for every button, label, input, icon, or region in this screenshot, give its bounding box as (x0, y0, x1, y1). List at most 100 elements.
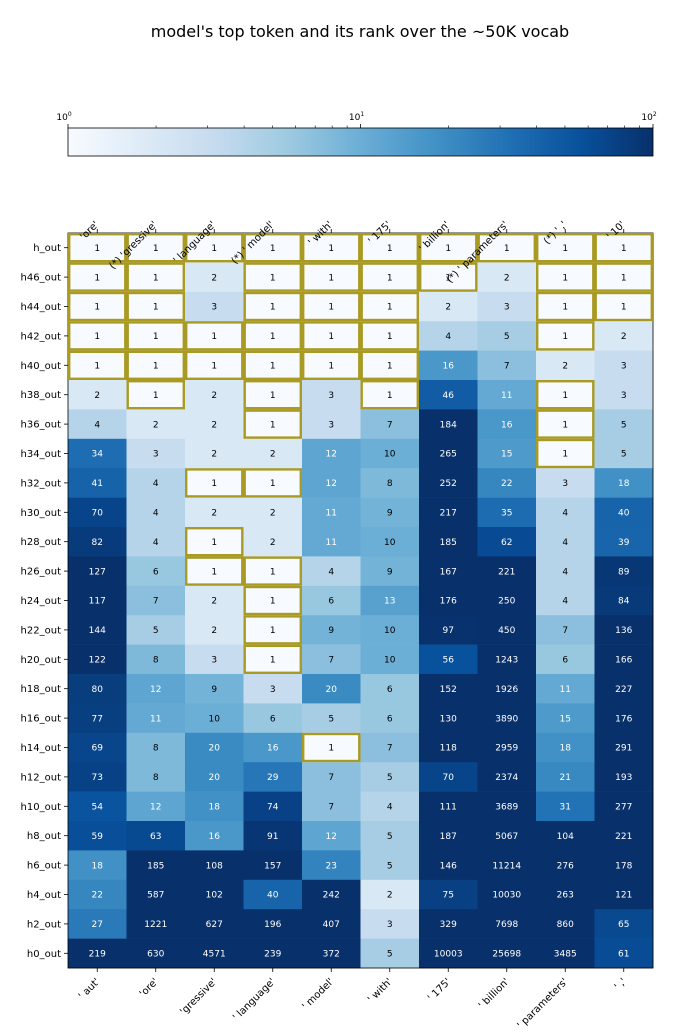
heatmap-cell (594, 762, 654, 792)
heatmap-cell (360, 262, 420, 293)
cell-value-label: 242 (323, 891, 340, 901)
heatmap-cell (477, 938, 537, 969)
heatmap-cell (594, 291, 654, 322)
cell-value-label: 7 (504, 362, 510, 372)
heatmap-cell (302, 850, 361, 881)
heatmap-cell (360, 791, 420, 822)
cell-value-label: 1 (387, 244, 393, 254)
cell-value-label: 7 (328, 656, 334, 666)
cell-value-label: 27 (92, 920, 103, 930)
cell-value-label: 122 (89, 656, 106, 666)
heatmap-cell (360, 850, 420, 881)
cell-value-label: 1 (621, 273, 627, 283)
heatmap-cell (536, 585, 595, 616)
heatmap-cell (243, 350, 303, 381)
cell-value-label: 9 (387, 509, 393, 519)
cell-value-label: 1 (270, 303, 276, 313)
highlight-box (243, 615, 302, 645)
heatmap-cell (536, 350, 595, 381)
cell-value-label: 80 (92, 685, 104, 695)
cell-value-label: 5 (621, 420, 627, 430)
heatmap-cell (360, 291, 420, 322)
heatmap-cell (594, 850, 654, 881)
heatmap-cell (477, 615, 537, 645)
cell-value-label: 5 (328, 714, 334, 724)
heatmap-cell (126, 938, 186, 969)
cell-value-label: 329 (440, 920, 457, 930)
row-label: h40_out (21, 361, 62, 372)
cell-value-label: 239 (264, 950, 281, 960)
cell-value-label: 193 (615, 773, 632, 783)
cell-value-label: 184 (440, 420, 457, 430)
heatmap-cell (185, 468, 244, 498)
cell-value-label: 11 (326, 538, 337, 548)
heatmap-cell (302, 615, 361, 645)
row-label: h6_out (27, 861, 61, 872)
heatmap-cell (536, 821, 595, 851)
heatmap-cell (185, 556, 244, 587)
heatmap-cell (536, 321, 595, 351)
cell-value-label: 2 (445, 303, 451, 313)
cell-value-label: 5 (387, 773, 393, 783)
heatmap-cell (126, 291, 186, 322)
cell-value-label: 1 (153, 391, 159, 401)
highlight-box (302, 291, 361, 322)
cell-value-label: 9 (328, 626, 334, 636)
cell-value-label: 3 (621, 362, 627, 372)
cell-value-label: 18 (618, 479, 630, 489)
heatmap-cell (302, 938, 361, 969)
cell-value-label: 3 (211, 656, 217, 666)
cell-value-label: 31 (560, 803, 571, 813)
cell-value-label: 3485 (554, 950, 577, 960)
cell-value-label: 1 (153, 303, 159, 313)
cell-value-label: 11 (501, 391, 512, 401)
cell-value-label: 1 (153, 273, 159, 283)
heatmap-cell (536, 291, 595, 322)
highlight-box (126, 380, 185, 410)
cell-value-label: 12 (150, 803, 161, 813)
highlight-box (302, 321, 361, 351)
heatmap-cell (185, 732, 244, 763)
bottom-column-label: ' language' (231, 976, 278, 1023)
heatmap-cell (477, 762, 537, 792)
row-label: h42_out (21, 331, 62, 342)
heatmap-cell (419, 644, 478, 675)
heatmap-cell (594, 644, 654, 675)
row-label: h14_out (21, 743, 62, 754)
cell-value-label: 587 (147, 891, 164, 901)
cell-value-label: 3 (328, 420, 334, 430)
cell-value-label: 7 (387, 420, 393, 430)
cell-value-label: 5 (387, 861, 393, 871)
cell-value-label: 130 (440, 714, 457, 724)
cell-value-label: 1 (153, 244, 159, 254)
cell-value-label: 166 (615, 656, 632, 666)
cell-value-label: 1 (94, 303, 100, 313)
heatmap-cell (536, 468, 595, 498)
heatmap-cell (243, 233, 303, 263)
cell-value-label: 5 (621, 450, 627, 460)
highlight-box (594, 232, 654, 263)
cell-value-label: 627 (206, 920, 223, 930)
cell-value-label: 7 (328, 803, 334, 813)
cell-value-label: 1 (387, 273, 393, 283)
highlight-box (536, 380, 595, 410)
cell-value-label: 176 (440, 597, 457, 607)
cell-value-label: 178 (615, 861, 632, 871)
cell-value-label: 9 (211, 685, 217, 695)
cell-value-label: 23 (326, 861, 337, 871)
heatmap-cell (536, 791, 595, 822)
highlight-box (126, 321, 185, 351)
heatmap-cell (243, 262, 303, 293)
heatmap-cell (68, 438, 127, 469)
heatmap-cell (594, 556, 654, 587)
heatmap-cell (302, 350, 361, 381)
cell-value-label: 9 (387, 567, 393, 577)
heatmap-cell (126, 438, 186, 469)
heatmap-cell (594, 409, 654, 440)
cell-value-label: 276 (557, 861, 574, 871)
bottom-column-label: 'ore' (138, 976, 161, 999)
heatmap-cell (594, 468, 654, 498)
heatmap-cell (360, 321, 420, 351)
heatmap-cell (419, 938, 478, 969)
